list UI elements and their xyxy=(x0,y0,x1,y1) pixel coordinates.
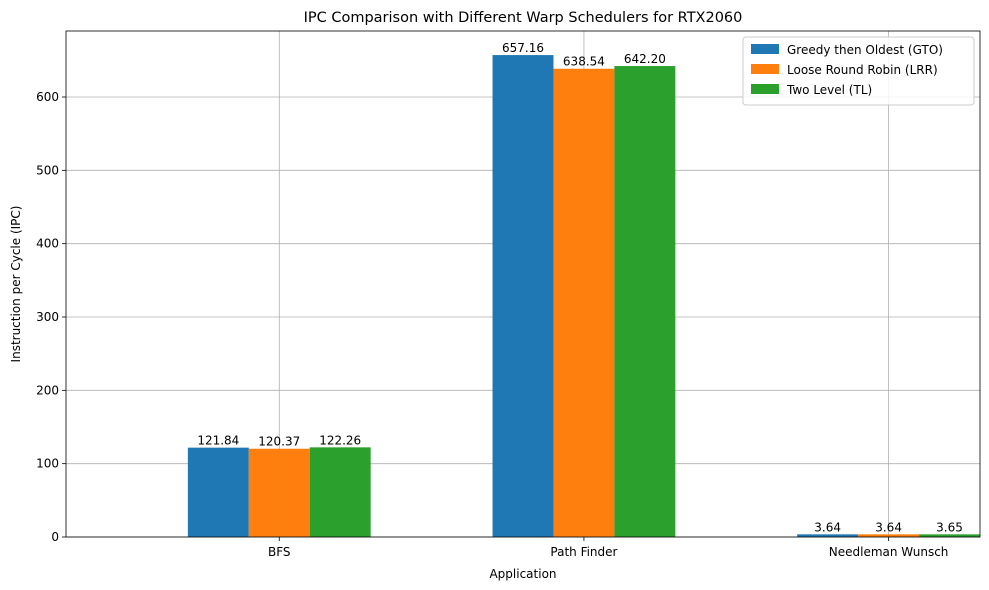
legend-swatch-two-level-tl xyxy=(751,84,779,94)
legend-label: Loose Round Robin (LRR) xyxy=(787,63,938,77)
x-axis-label: Application xyxy=(489,567,556,581)
data-label: 642.20 xyxy=(624,52,666,66)
data-label: 657.16 xyxy=(502,41,544,55)
data-label: 3.64 xyxy=(875,520,902,534)
bar-path-finder-greedy-then-oldest-gto xyxy=(492,55,554,537)
legend-swatch-loose-round-robin-lrr xyxy=(751,64,779,74)
y-tick-label: 500 xyxy=(36,163,59,177)
y-tick-label: 0 xyxy=(51,530,59,544)
legend-box xyxy=(742,36,975,106)
bar-bfs-two-level-tl xyxy=(309,447,371,537)
bar-needleman-wunsch-greedy-then-oldest-gto xyxy=(797,534,859,537)
data-label: 3.65 xyxy=(936,520,963,534)
legend-label: Two Level (TL) xyxy=(786,83,872,97)
legend: Greedy then Oldest (GTO) Loose Round Robi… xyxy=(742,36,975,106)
y-tick-label: 200 xyxy=(36,383,59,397)
axis-ticks: 0 100 200 300 400 500 600 BFS Path Finder Needlem… xyxy=(36,90,948,559)
x-tick-label-needleman-wunsch: Needleman Wunsch xyxy=(829,545,949,559)
bar-path-finder-loose-round-robin-lrr xyxy=(553,68,615,537)
y-tick-label: 100 xyxy=(36,457,59,471)
y-tick-label: 300 xyxy=(36,310,59,324)
bar-path-finder-two-level-tl xyxy=(614,66,676,537)
plot-frame xyxy=(65,30,981,538)
legend-swatch-greedy-then-oldest-gto xyxy=(751,44,779,54)
y-tick-label: 400 xyxy=(36,237,59,251)
x-tick-label-bfs: BFS xyxy=(268,545,291,559)
data-label: 121.84 xyxy=(197,434,239,448)
y-axis-label: Instruction per Cycle (IPC) xyxy=(9,206,23,363)
data-label: 122.26 xyxy=(319,433,361,447)
y-tick-label: 600 xyxy=(36,90,59,104)
data-label: 3.64 xyxy=(814,520,841,534)
bar-needleman-wunsch-two-level-tl xyxy=(919,534,980,537)
legend-label: Greedy then Oldest (GTO) xyxy=(787,43,943,57)
chart-title: IPC Comparison with Different Warp Sched… xyxy=(304,10,743,26)
x-tick-label-path-finder: Path Finder xyxy=(550,545,617,559)
bar-bfs-greedy-then-oldest-gto xyxy=(187,447,249,537)
bar-needleman-wunsch-loose-round-robin-lrr xyxy=(858,534,920,537)
bar-bfs-loose-round-robin-lrr xyxy=(248,448,310,537)
data-label: 638.54 xyxy=(563,55,605,69)
data-labels: 121.84 657.16 3.64 120.37 638.54 3.64 122.26 64… xyxy=(197,41,963,534)
data-label: 120.37 xyxy=(258,435,300,449)
bars xyxy=(187,55,980,537)
